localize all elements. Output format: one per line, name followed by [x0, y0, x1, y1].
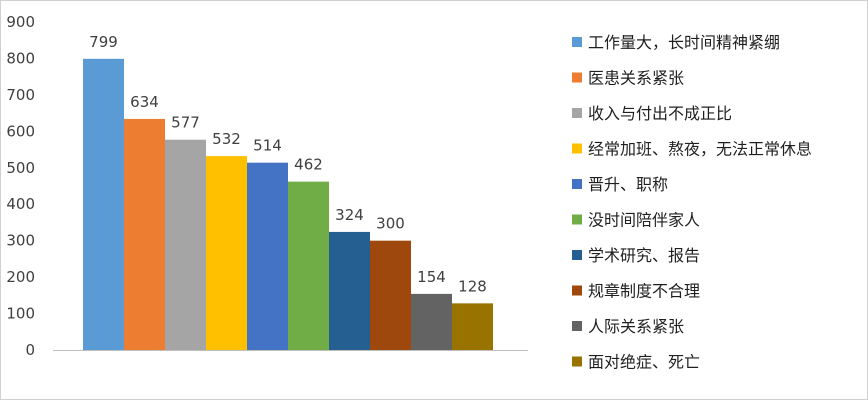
bar: [288, 181, 329, 350]
data-label: 154: [417, 268, 446, 286]
bar: [206, 156, 247, 350]
legend-label: 收入与付出不成正比: [588, 104, 732, 123]
legend-swatch: [572, 37, 582, 47]
legend-swatch: [572, 321, 582, 331]
legend-label: 晋升、职称: [588, 175, 668, 194]
bar: [370, 240, 411, 350]
y-tick-label: 400: [6, 195, 35, 213]
y-tick-label: 200: [6, 268, 35, 286]
legend-item: 医患关系紧张: [572, 69, 684, 88]
legend-label: 规章制度不合理: [588, 282, 700, 301]
data-labels: 799 634 577 532 514 462 324 300 154 128: [89, 33, 487, 296]
legend-label: 工作量大，长时间精神紧绷: [588, 33, 780, 52]
y-tick-label: 900: [6, 13, 35, 31]
legend-label: 面对绝症、死亡: [588, 353, 700, 372]
legend: 工作量大，长时间精神紧绷医患关系紧张收入与付出不成正比经常加班、熬夜，无法正常休…: [572, 33, 812, 372]
legend-item: 没时间陪伴家人: [572, 211, 700, 230]
legend-swatch: [572, 285, 582, 296]
bar: [165, 139, 206, 350]
data-label: 799: [89, 33, 118, 51]
legend-swatch: [572, 108, 582, 118]
legend-swatch: [572, 214, 582, 225]
y-tick-label: 500: [6, 159, 35, 177]
bar: [247, 162, 288, 350]
legend-item: 人际关系紧张: [572, 317, 684, 336]
data-label: 577: [171, 114, 200, 132]
legend-swatch: [572, 72, 582, 83]
legend-item: 晋升、职称: [572, 175, 668, 194]
legend-item: 面对绝症、死亡: [572, 353, 700, 372]
data-label: 128: [458, 277, 487, 295]
legend-swatch: [572, 356, 582, 367]
y-tick-label: 700: [6, 86, 35, 104]
legend-swatch: [572, 143, 582, 154]
legend-label: 学术研究、报告: [588, 246, 700, 265]
data-label: 462: [294, 156, 323, 174]
legend-item: 规章制度不合理: [572, 282, 700, 301]
legend-item: 学术研究、报告: [572, 246, 700, 265]
legend-item: 经常加班、熬夜，无法正常休息: [572, 140, 812, 159]
bar: [83, 58, 124, 350]
bar: [124, 118, 165, 350]
y-tick-label: 100: [6, 305, 35, 323]
legend-label: 医患关系紧张: [588, 69, 684, 88]
bar: [452, 303, 493, 350]
data-label: 324: [335, 206, 364, 224]
bars: [83, 58, 493, 350]
legend-label: 人际关系紧张: [588, 317, 684, 336]
legend-swatch: [572, 179, 582, 189]
data-label: 532: [212, 130, 241, 148]
y-tick-label: 800: [6, 49, 35, 67]
legend-item: 工作量大，长时间精神紧绷: [572, 33, 780, 52]
data-label: 514: [253, 137, 282, 155]
legend-swatch: [572, 250, 582, 260]
legend-label: 没时间陪伴家人: [588, 211, 700, 230]
y-tick-label: 600: [6, 122, 35, 140]
y-tick-label: 0: [25, 341, 35, 359]
legend-label: 经常加班、熬夜，无法正常休息: [588, 140, 812, 159]
y-tick-label: 300: [6, 232, 35, 250]
bar: [329, 231, 370, 350]
data-label: 634: [130, 93, 159, 111]
bar: [411, 293, 452, 350]
legend-item: 收入与付出不成正比: [572, 104, 732, 123]
y-axis: 0 100 200 300 400 500 600 700 800 900: [6, 13, 35, 359]
data-label: 300: [376, 215, 405, 233]
